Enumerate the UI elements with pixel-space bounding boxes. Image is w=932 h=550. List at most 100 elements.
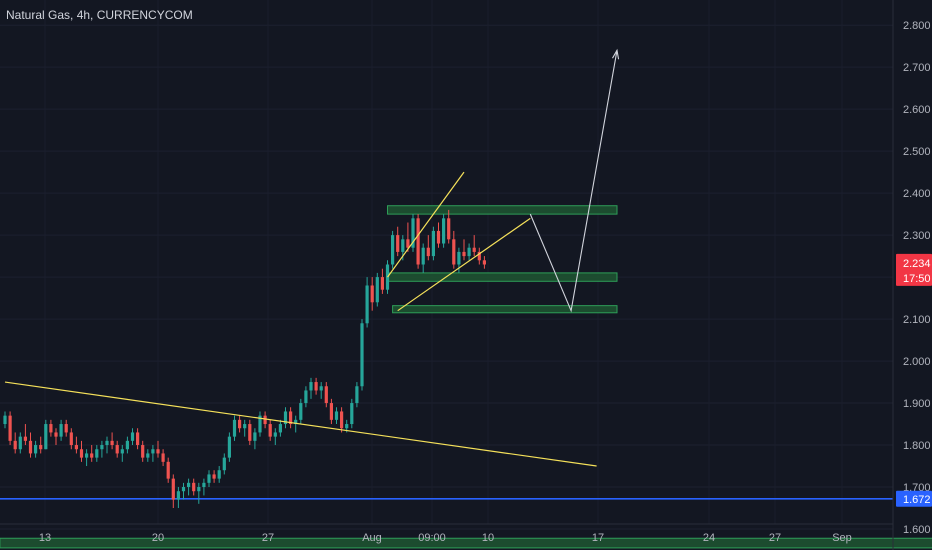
candle bbox=[278, 419, 282, 437]
candle-body bbox=[49, 424, 53, 433]
candle-body bbox=[28, 440, 33, 454]
candle-body bbox=[212, 474, 216, 479]
candle bbox=[406, 222, 410, 252]
candle-body bbox=[130, 432, 135, 441]
candle bbox=[324, 382, 328, 408]
candle bbox=[283, 407, 288, 429]
candle bbox=[340, 407, 344, 433]
candle-body bbox=[156, 449, 160, 454]
candle bbox=[391, 230, 395, 269]
candle bbox=[85, 449, 89, 467]
candle-body bbox=[467, 247, 471, 257]
candle-body bbox=[59, 424, 63, 437]
zone-rectangle bbox=[392, 305, 618, 314]
candle-body bbox=[334, 411, 339, 420]
candle-body bbox=[176, 491, 180, 500]
last-price-badge: 2.234 17:50 bbox=[896, 253, 932, 286]
candle-body bbox=[482, 260, 486, 265]
candle bbox=[49, 419, 53, 437]
candle-body bbox=[314, 382, 318, 391]
candle-body bbox=[85, 453, 89, 458]
zone-rectangle bbox=[0, 537, 932, 549]
candle bbox=[212, 470, 216, 483]
candle-body bbox=[278, 424, 282, 433]
candle-body bbox=[8, 415, 12, 441]
candle bbox=[319, 382, 323, 399]
time-tick-label: 20 bbox=[152, 532, 164, 544]
candle bbox=[151, 445, 155, 462]
projection-path bbox=[529, 50, 618, 313]
candle bbox=[350, 398, 354, 429]
candle bbox=[44, 419, 48, 450]
candle bbox=[156, 440, 160, 458]
candle bbox=[304, 386, 308, 408]
price-tick-label: 1.600 bbox=[903, 524, 931, 536]
candle bbox=[187, 478, 191, 496]
candle-body bbox=[436, 230, 441, 244]
candle bbox=[355, 382, 359, 408]
candle bbox=[3, 411, 7, 429]
time-axis[interactable]: 13 20 27 Aug 09:00 10 17 24 27 Sep bbox=[39, 532, 852, 544]
candle bbox=[375, 272, 379, 307]
candle bbox=[120, 445, 124, 462]
candle-body bbox=[3, 415, 7, 425]
candle bbox=[171, 474, 175, 509]
support-price-badge: 1.672 bbox=[896, 490, 932, 507]
wedge-lower-line bbox=[397, 217, 531, 312]
candle-body bbox=[222, 457, 226, 471]
candle bbox=[258, 411, 262, 437]
candle-body bbox=[304, 390, 308, 404]
candle-body bbox=[391, 235, 395, 265]
candle-body bbox=[447, 218, 451, 240]
candle bbox=[207, 470, 211, 488]
candle bbox=[436, 222, 441, 248]
candle-body bbox=[232, 419, 237, 437]
candle-body bbox=[100, 445, 104, 450]
candle bbox=[314, 377, 318, 395]
zone-rectangle bbox=[387, 272, 618, 282]
candle bbox=[18, 432, 22, 454]
last-price-badge-bg bbox=[896, 253, 932, 286]
candle bbox=[360, 319, 364, 391]
bar-countdown: 17:50 bbox=[903, 273, 931, 285]
support-price-value: 1.672 bbox=[903, 494, 931, 506]
candle-body bbox=[472, 247, 476, 252]
candle bbox=[39, 436, 43, 454]
candle bbox=[365, 277, 369, 328]
candle bbox=[141, 440, 145, 462]
candle bbox=[238, 415, 242, 433]
candle bbox=[161, 449, 165, 467]
candle bbox=[462, 239, 466, 261]
candle-body bbox=[442, 218, 446, 244]
candle-body bbox=[171, 478, 175, 500]
candle-body bbox=[54, 432, 58, 437]
candle-body bbox=[421, 247, 425, 265]
time-tick-label: 13 bbox=[39, 532, 51, 544]
candle-body bbox=[90, 453, 94, 458]
time-tick-label: 10 bbox=[482, 532, 494, 544]
candle bbox=[146, 449, 150, 462]
candle bbox=[115, 440, 119, 458]
last-price-value: 2.234 bbox=[903, 258, 931, 270]
candle bbox=[69, 428, 73, 450]
candle-body bbox=[396, 235, 400, 252]
candle-body bbox=[370, 285, 374, 303]
candle-body bbox=[151, 449, 155, 454]
candle bbox=[289, 407, 293, 429]
candle-body bbox=[110, 440, 114, 446]
time-tick-label: 27 bbox=[262, 532, 274, 544]
candle bbox=[294, 415, 298, 433]
candle-body bbox=[34, 445, 38, 454]
price-tick-label: 1.900 bbox=[903, 398, 931, 410]
candle bbox=[217, 466, 221, 483]
candle bbox=[482, 256, 486, 269]
time-tick-label: 17 bbox=[592, 532, 604, 544]
candle bbox=[79, 440, 84, 462]
candle bbox=[243, 419, 247, 437]
chart-title: Natural Gas, 4h, CURRENCYCOM bbox=[6, 8, 193, 22]
support-badge-bg bbox=[896, 490, 932, 507]
candle-body bbox=[141, 445, 145, 458]
candle-body bbox=[23, 436, 27, 441]
candle-body bbox=[340, 411, 344, 429]
